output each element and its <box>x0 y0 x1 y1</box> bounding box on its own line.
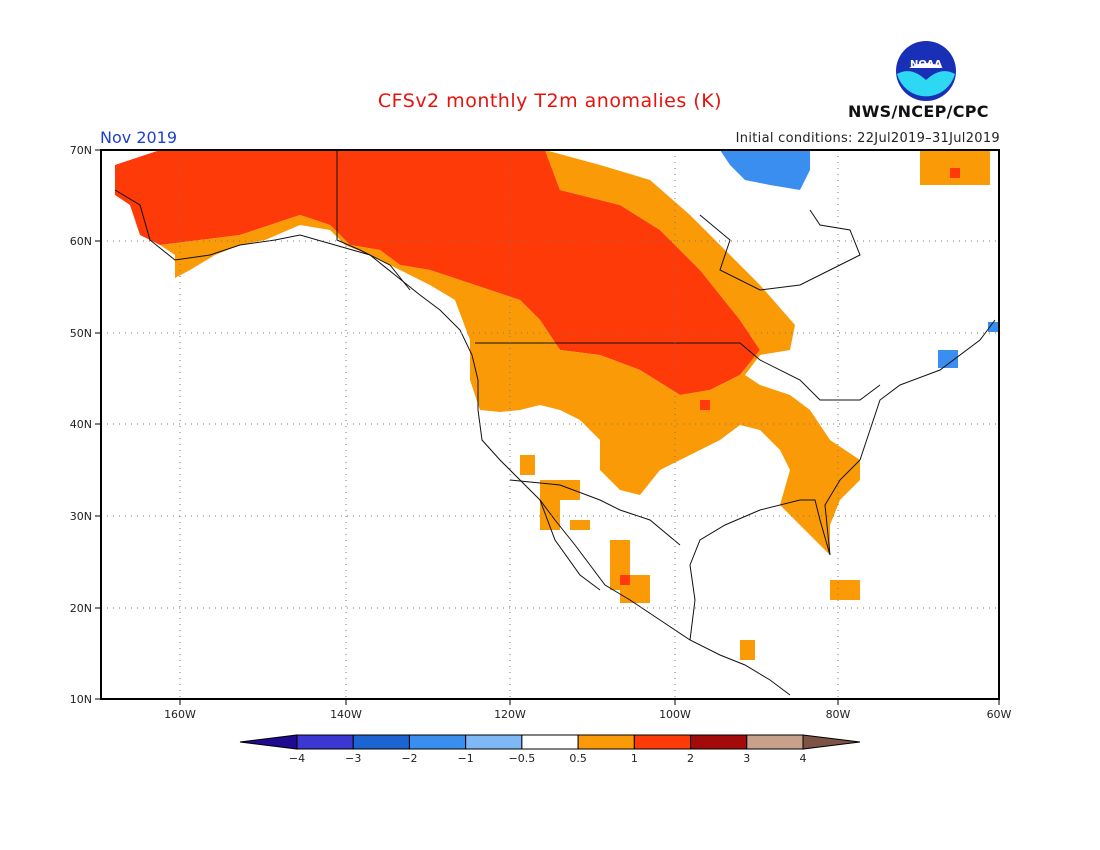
map-title: CFSv2 monthly T2m anomalies (K) <box>377 90 723 112</box>
anomaly-cell <box>920 150 990 185</box>
anomaly-cool-region <box>720 150 810 190</box>
colorbar-swatch <box>408 734 467 750</box>
colorbar-swatch <box>239 734 298 750</box>
coastline-west <box>114 189 791 696</box>
lon-label: 100W <box>659 708 691 721</box>
anomaly-cool-cell <box>938 350 958 368</box>
anomaly-cell <box>520 455 535 475</box>
anomaly-cell <box>570 520 590 530</box>
lat-label: 10N <box>70 693 92 706</box>
coastlines <box>114 150 996 696</box>
anomaly-cell <box>830 580 860 600</box>
axis-ticks <box>95 149 1000 705</box>
lat-label: 70N <box>70 144 92 157</box>
colorbar-label: 2 <box>687 752 694 765</box>
border-us-canada <box>475 342 881 401</box>
forecast-period: Nov 2019 <box>100 128 178 147</box>
anomaly-cell <box>540 480 580 500</box>
anomaly-cell <box>700 400 710 410</box>
colorbar-label: 0.5 <box>569 752 587 765</box>
lat-label: 50N <box>70 327 92 340</box>
colorbar-label: −0.5 <box>509 752 536 765</box>
coastline-mexico-gulf <box>689 459 861 641</box>
colorbar-label: 3 <box>743 752 750 765</box>
colorbar-label: 4 <box>800 752 807 765</box>
noaa-logo: NOAA <box>896 41 956 101</box>
agency-label: NWS/NCEP/CPC <box>848 102 989 121</box>
colorbar-swatch <box>296 734 354 750</box>
colorbar-swatch <box>633 734 692 750</box>
colorbar-swatch <box>521 734 579 750</box>
lat-label: 40N <box>70 418 92 431</box>
colorbar-label: −4 <box>289 752 305 765</box>
border-alaska <box>336 150 411 291</box>
initial-conditions: Initial conditions: 22Jul2019–31Jul2019 <box>735 131 1000 146</box>
lat-label: 30N <box>70 510 92 523</box>
colorbar-swatch <box>746 734 804 750</box>
coastline-hudson <box>699 209 861 291</box>
lon-label: 60W <box>987 708 1012 721</box>
lat-label: 60N <box>70 235 92 248</box>
colorbar-label: −3 <box>345 752 361 765</box>
anomaly-shading <box>115 150 999 660</box>
coastline-east <box>859 319 996 461</box>
lat-label: 20N <box>70 602 92 615</box>
noaa-logo-text: NOAA <box>910 59 942 70</box>
lon-label: 160W <box>164 708 196 721</box>
lon-label: 80W <box>826 708 851 721</box>
anomaly-cell <box>950 168 960 178</box>
colorbar-swatch <box>690 734 748 750</box>
lon-label: 140W <box>330 708 362 721</box>
baja <box>539 499 601 591</box>
colorbar-swatch <box>577 734 635 750</box>
colorbar-label: 1 <box>631 752 638 765</box>
anomaly-cool-cell <box>988 322 999 332</box>
colorbar: −4 −3 −2 −1 −0.5 0.5 1 2 3 4 <box>239 734 861 765</box>
anomaly-cell <box>620 575 630 585</box>
colorbar-label: −2 <box>401 752 417 765</box>
lat-labels: 70N 60N 50N 40N 30N 20N 10N <box>70 144 92 706</box>
anomaly-cell <box>740 640 755 660</box>
lon-label: 120W <box>494 708 526 721</box>
colorbar-label: −1 <box>458 752 474 765</box>
lon-labels: 160W 140W 120W 100W 80W 60W <box>164 708 1011 721</box>
border-us-mexico <box>509 479 681 546</box>
colorbar-swatch <box>352 734 410 750</box>
colorbar-swatch <box>465 734 523 750</box>
anomaly-0-5-1-region-main <box>160 150 860 555</box>
colorbar-swatch <box>802 734 861 750</box>
